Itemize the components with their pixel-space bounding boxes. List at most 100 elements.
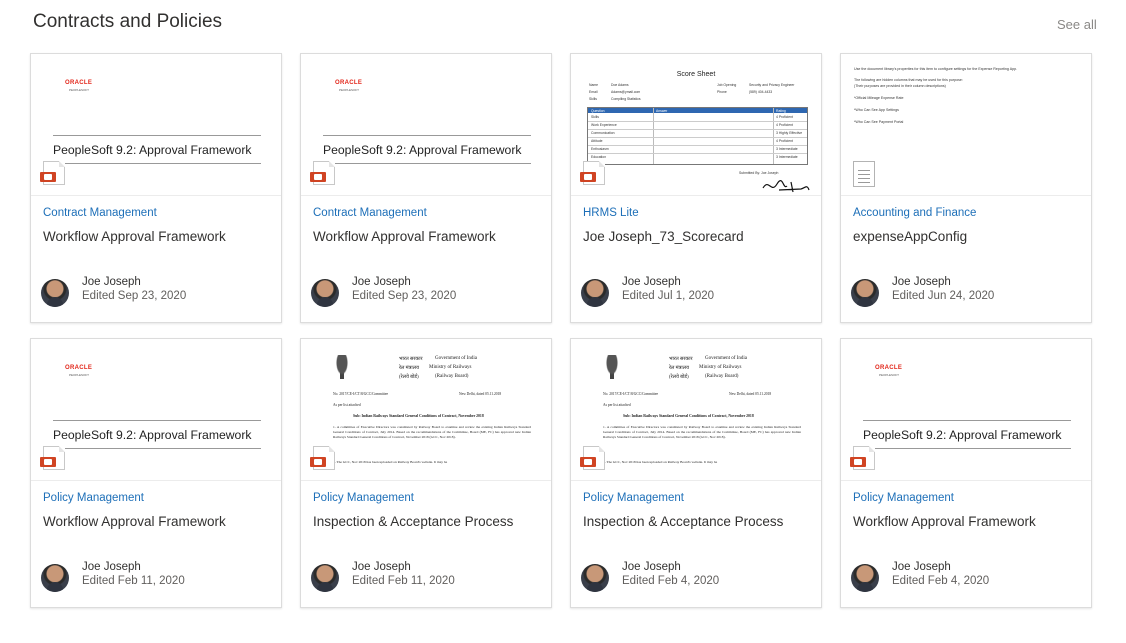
doc-line: Use the document library's properties fo… [854, 67, 1018, 71]
edited-date: Edited Jun 24, 2020 [892, 290, 995, 302]
divider [863, 420, 1071, 421]
thumb-heading: PeopleSoft 9.2: Approval Framework [863, 428, 1062, 442]
document-title[interactable]: Workflow Approval Framework [853, 514, 1036, 529]
row-label: Enthusiasm [591, 147, 609, 151]
rating: 4 Proficient [776, 115, 793, 119]
oracle-logo: ORACLE [875, 365, 903, 371]
divider [53, 135, 261, 136]
header-hindi: भारत सरकार [399, 357, 423, 362]
document-card[interactable]: ORACLE PEOPLESOFT PeopleSoft 9.2: Approv… [30, 53, 282, 323]
edited-date: Edited Feb 4, 2020 [622, 575, 720, 587]
site-link[interactable]: Policy Management [583, 492, 684, 504]
document-thumbnail[interactable]: ORACLE PEOPLESOFT PeopleSoft 9.2: Approv… [841, 339, 1091, 481]
edited-date: Edited Sep 23, 2020 [352, 290, 457, 302]
row-label: Communication [591, 131, 615, 135]
site-link[interactable]: Policy Management [853, 492, 954, 504]
paragraph: 1. A committee of Executive Directors wa… [333, 425, 531, 439]
submitted-by: Submitted By: Joe Joseph [739, 171, 779, 175]
document-card[interactable]: भारत सरकार Government of India रेल मंत्र… [570, 338, 822, 608]
document-title[interactable]: Inspection & Acceptance Process [313, 514, 514, 529]
document-card[interactable]: Score Sheet Name Email Skills Doe Adams … [570, 53, 822, 323]
powerpoint-file-icon [310, 161, 335, 185]
author-name: Joe Joseph [622, 561, 681, 573]
avatar [41, 564, 69, 592]
signature [762, 180, 810, 193]
info-label: Skills [589, 97, 597, 101]
header-hindi: रेल मंत्रालय [669, 366, 690, 371]
site-link[interactable]: HRMS Lite [583, 207, 639, 219]
document-title[interactable]: expenseAppConfig [853, 229, 968, 244]
document-thumbnail[interactable]: ORACLE PEOPLESOFT PeopleSoft 9.2: Approv… [31, 339, 281, 481]
generic-file-icon [853, 161, 875, 187]
paragraph: 1. A committee of Executive Directors wa… [603, 425, 801, 439]
avatar [41, 279, 69, 307]
info-value: (589) 404-4433 [749, 90, 773, 94]
site-link[interactable]: Accounting and Finance [853, 207, 977, 219]
avatar [311, 564, 339, 592]
avatar [581, 564, 609, 592]
document-thumbnail[interactable]: ORACLE PEOPLESOFT PeopleSoft 9.2: Approv… [301, 54, 551, 196]
doc-line: *Who Can See Payment Portal [854, 120, 904, 124]
letter-date: New Delhi, dated 05.11.2018 [729, 392, 772, 396]
card-grid: ORACLE PEOPLESOFT PeopleSoft 9.2: Approv… [30, 53, 1092, 608]
subject-line: Sub: Indian Railways Standard General Co… [353, 414, 484, 418]
score-table: Question Answer Rating Skills Work Exper… [587, 107, 808, 165]
document-thumbnail[interactable]: भारत सरकार Government of India रेल मंत्र… [571, 339, 821, 481]
site-link[interactable]: Contract Management [43, 207, 157, 219]
site-link[interactable]: Contract Management [313, 207, 427, 219]
document-thumbnail[interactable]: ORACLE PEOPLESOFT PeopleSoft 9.2: Approv… [31, 54, 281, 196]
thumb-heading: Score Sheet [676, 71, 716, 78]
powerpoint-file-icon [580, 446, 605, 470]
col-header: Rating [776, 108, 786, 113]
divider [53, 163, 261, 164]
document-card[interactable]: ORACLE PEOPLESOFT PeopleSoft 9.2: Approv… [840, 338, 1092, 608]
document-card[interactable]: Use the document library's properties fo… [840, 53, 1092, 323]
header-english: (Railway Board) [705, 374, 739, 379]
ref-number: No. 2017/CE-I/CT/8/GCC/Committee [333, 392, 389, 396]
oracle-sub: PEOPLESOFT [69, 373, 90, 377]
document-thumbnail[interactable]: Score Sheet Name Email Skills Doe Adams … [571, 54, 821, 196]
doc-line: *Who Can See App Settings [854, 108, 899, 112]
document-card[interactable]: भारत सरकार Government of India रेल मंत्र… [300, 338, 552, 608]
doc-line: *Official Mileage Expense Rate [854, 96, 904, 100]
divider [53, 420, 261, 421]
emblem-icon [333, 355, 351, 381]
edited-date: Edited Sep 23, 2020 [82, 290, 187, 302]
document-card[interactable]: ORACLE PEOPLESOFT PeopleSoft 9.2: Approv… [300, 53, 552, 323]
document-title[interactable]: Inspection & Acceptance Process [583, 514, 784, 529]
header-hindi: रेल मंत्रालय [399, 366, 420, 371]
author-name: Joe Joseph [82, 561, 141, 573]
as-per: As per list attached [333, 403, 361, 407]
avatar [851, 564, 879, 592]
author-name: Joe Joseph [82, 276, 141, 288]
doc-line: (Their purposes are provided in their co… [854, 84, 946, 88]
document-card[interactable]: ORACLE PEOPLESOFT PeopleSoft 9.2: Approv… [30, 338, 282, 608]
document-title[interactable]: Joe Joseph_73_Scorecard [583, 229, 744, 244]
rating: 4 Proficient [776, 139, 793, 143]
header-english: Government of India [705, 356, 747, 361]
powerpoint-file-icon [40, 446, 65, 470]
col-header: Question [591, 108, 605, 113]
letter-date: New Delhi, dated 05.11.2018 [459, 392, 502, 396]
divider [863, 448, 1071, 449]
rating: 3 Intermediate [776, 147, 798, 151]
avatar [581, 279, 609, 307]
site-link[interactable]: Policy Management [313, 492, 414, 504]
document-title[interactable]: Workflow Approval Framework [313, 229, 496, 244]
edited-date: Edited Jul 1, 2020 [622, 290, 715, 302]
paragraph: 2. The GCC, Nov 2018 has been uploaded o… [333, 460, 448, 464]
document-thumbnail[interactable]: Use the document library's properties fo… [841, 54, 1091, 196]
author-name: Joe Joseph [352, 276, 411, 288]
oracle-logo: ORACLE [65, 80, 93, 86]
document-title[interactable]: Workflow Approval Framework [43, 229, 226, 244]
subject-line: Sub: Indian Railways Standard General Co… [623, 414, 754, 418]
document-thumbnail[interactable]: भारत सरकार Government of India रेल मंत्र… [301, 339, 551, 481]
site-link[interactable]: Policy Management [43, 492, 144, 504]
header-hindi: (रेलवे बोर्ड) [669, 375, 689, 380]
document-title[interactable]: Workflow Approval Framework [43, 514, 226, 529]
row-label: Education [591, 155, 607, 159]
info-value: Security and Privacy Engineer [749, 83, 795, 87]
info-label: Email [589, 90, 598, 94]
info-value: Doe Adams [611, 83, 629, 87]
see-all-link[interactable]: See all [1057, 17, 1097, 32]
